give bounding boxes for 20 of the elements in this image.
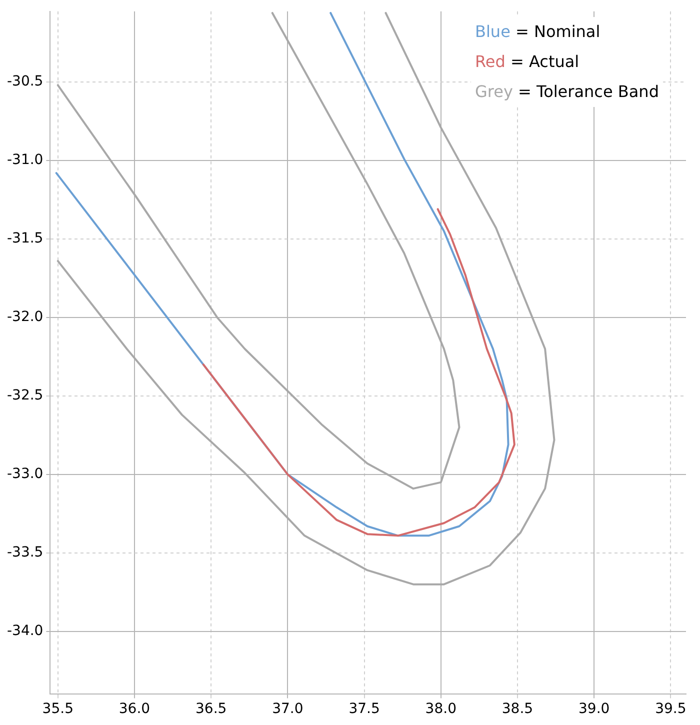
x-tick-label: 39.0 bbox=[578, 701, 610, 718]
y-tick-label: -34.0 bbox=[6, 623, 44, 640]
x-tick-label: 38.5 bbox=[502, 701, 534, 718]
y-tick-label: -31.0 bbox=[6, 152, 44, 168]
x-tick-label: 36.5 bbox=[195, 701, 227, 718]
x-tick-label: 36.0 bbox=[118, 701, 150, 718]
y-tick-label: -33.0 bbox=[6, 466, 44, 482]
x-tick-label: 37.0 bbox=[272, 701, 304, 718]
y-tick-label: -32.5 bbox=[6, 388, 44, 404]
text: Red = Actual bbox=[475, 51, 580, 74]
x-tick-label: 37.5 bbox=[348, 701, 380, 718]
y-tick-label: -33.5 bbox=[6, 544, 44, 561]
y-tick-label: -31.5 bbox=[6, 230, 44, 247]
x-tick-label: 39.5 bbox=[655, 701, 686, 718]
text: Blue = Nominal bbox=[475, 21, 602, 44]
y-tick-label: -32.0 bbox=[6, 309, 44, 326]
y-tick-label: -30.5 bbox=[6, 74, 44, 90]
text: Grey = Tolerance Band bbox=[475, 81, 659, 104]
x-tick-label: 35.5 bbox=[42, 701, 74, 718]
x-tick-label: 38.0 bbox=[425, 701, 456, 718]
